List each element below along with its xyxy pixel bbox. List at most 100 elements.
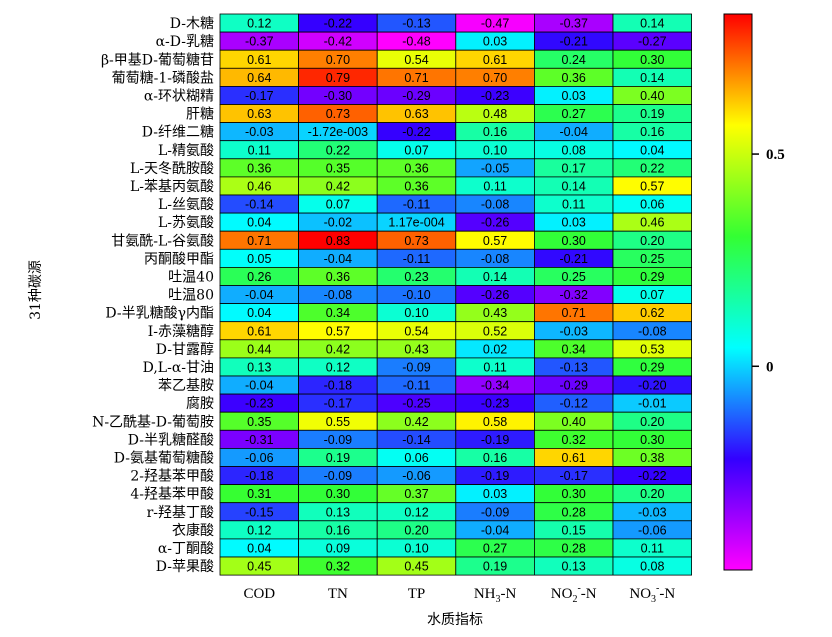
- cell-value-label: 0.11: [562, 198, 585, 212]
- cell-value-label: 0.19: [483, 560, 507, 574]
- cell-value-label: -0.03: [638, 505, 667, 519]
- row-label: 甘氨酰-L-谷氨酸: [111, 233, 214, 249]
- cell-value-label: -0.11: [403, 379, 431, 393]
- cell-value-label: -0.32: [559, 288, 588, 302]
- cell-value-label: 0.14: [640, 17, 664, 31]
- cell-value-label: -0.21: [559, 252, 588, 266]
- cell-value-label: 0.04: [247, 216, 271, 230]
- cell-value-label: -0.18: [324, 379, 353, 393]
- cell-value-label: 0.23: [404, 270, 428, 284]
- cell-value-label: 0.43: [483, 306, 507, 320]
- cell-value-label: 0.42: [326, 179, 350, 193]
- row-label: I-赤藻糖醇: [148, 323, 214, 340]
- cell-value-label: 0.03: [562, 89, 586, 103]
- colorbar-gradient: [723, 13, 753, 571]
- cell-value-label: -0.09: [324, 433, 353, 447]
- column-label: TP: [408, 586, 426, 602]
- cell-value-label: -0.02: [324, 216, 353, 230]
- cell-value-label: -0.11: [403, 198, 431, 212]
- column-label: NO2--N: [551, 583, 597, 605]
- cell-value-label: -0.22: [324, 17, 353, 31]
- row-label: α-丁酮酸: [158, 541, 214, 557]
- row-label: 吐温40: [168, 269, 214, 285]
- cell-value-label: -0.04: [481, 523, 510, 537]
- cell-value-label: -0.15: [245, 505, 274, 519]
- cell-value-label: 0.57: [326, 324, 350, 338]
- cell-value-label: 0.07: [640, 288, 664, 302]
- cell-value-label: -0.20: [638, 379, 667, 393]
- cell-value-label: 0.45: [247, 560, 271, 574]
- cell-value-label: 0.79: [326, 71, 350, 85]
- cell-value-label: 0.07: [326, 198, 350, 212]
- cell-value-label: 0.19: [326, 451, 350, 465]
- cell-value-label: -0.09: [402, 360, 431, 374]
- cell-value-label: 0.24: [562, 53, 586, 67]
- row-label: β-甲基D-葡萄糖苷: [101, 51, 214, 68]
- cell-value-label: 0.13: [562, 560, 586, 574]
- cell-value-label: 0.10: [404, 306, 428, 320]
- cell-value-label: 0.54: [404, 324, 428, 338]
- row-label: D-氨基葡萄糖酸: [114, 449, 214, 466]
- cell-value-label: -0.06: [245, 451, 274, 465]
- cell-value-label: -0.08: [481, 252, 510, 266]
- cell-value-label: -0.03: [559, 324, 588, 338]
- cell-value-label: 1.17e-004: [388, 216, 444, 230]
- cell-value-label: 0.19: [640, 107, 664, 121]
- cell-value-label: -0.17: [559, 469, 588, 483]
- cell-value-label: 0.27: [483, 541, 507, 555]
- cell-value-label: 0.40: [562, 415, 586, 429]
- y-axis-title: 31种碳源: [28, 260, 44, 320]
- cell-value-label: 0.31: [247, 487, 271, 501]
- cell-value-label: -0.04: [324, 252, 353, 266]
- cell-value-label: 0.43: [404, 342, 428, 356]
- cell-value-label: -0.08: [638, 324, 667, 338]
- cell-value-label: 0.08: [562, 143, 586, 157]
- cell-value-label: 0.37: [404, 487, 428, 501]
- cell-value-label: -0.09: [324, 469, 353, 483]
- cell-value-label: 0.48: [483, 107, 507, 121]
- row-label: D-甘露醇: [156, 341, 214, 358]
- cell-value-label: -0.14: [245, 198, 274, 212]
- heatmap-cells: 0.12 -0.22 -0.13 -0.47 -0.37 0.14 -0.37 -0.42 -0…: [219, 13, 692, 576]
- cell-value-label: 0.10: [404, 541, 428, 555]
- cell-value-label: 0.30: [640, 433, 664, 447]
- cell-value-label: 0.03: [483, 35, 507, 49]
- row-label: 衣康酸: [172, 522, 214, 539]
- cell-value-label: 0.36: [326, 270, 350, 284]
- cell-value-label: -0.06: [638, 523, 667, 537]
- cell-value-label: 0.30: [326, 487, 350, 501]
- cell-value-label: 0.05: [247, 252, 271, 266]
- row-label: α-环状糊精: [144, 88, 214, 104]
- cell-value-label: -0.23: [481, 397, 510, 411]
- cell-value-label: 0.40: [640, 89, 664, 103]
- row-label: D,L-α-甘油: [143, 360, 214, 376]
- cell-value-label: 0.12: [247, 523, 271, 537]
- row-label: 肝糖: [186, 107, 214, 123]
- row-label: D-苹果酸: [156, 559, 214, 575]
- cell-value-label: -0.37: [559, 17, 588, 31]
- cell-value-label: 0.03: [483, 487, 507, 501]
- cell-value-label: 0.55: [326, 415, 350, 429]
- column-label: NO3--N: [629, 583, 675, 605]
- cell-value-label: 0.12: [404, 505, 428, 519]
- column-label: TN: [328, 586, 348, 602]
- cell-value-label: 0.16: [640, 125, 664, 139]
- cell-value-label: 0.13: [326, 505, 350, 519]
- cell-value-label: 0.34: [326, 306, 350, 320]
- cell-value-label: 0.70: [483, 71, 507, 85]
- cell-value-label: 0.45: [404, 560, 428, 574]
- cell-value-label: -0.08: [324, 288, 353, 302]
- cell-value-label: 0.07: [404, 143, 428, 157]
- row-label: 2-羟基苯甲酸: [130, 468, 214, 485]
- cell-value-label: -0.03: [245, 125, 274, 139]
- row-label: L-丝氨酸: [158, 197, 214, 213]
- cell-value-label: 0.36: [404, 161, 428, 175]
- cell-value-label: 0.42: [326, 342, 350, 356]
- cell-value-label: 0.57: [483, 234, 507, 248]
- row-label: 苯乙基胺: [158, 377, 214, 394]
- cell-value-label: 0.04: [640, 143, 664, 157]
- cell-value-label: -0.23: [245, 397, 274, 411]
- cell-value-label: 0.46: [640, 216, 664, 230]
- cell-value-label: 0.04: [247, 541, 271, 555]
- cell-value-label: 0.53: [640, 342, 664, 356]
